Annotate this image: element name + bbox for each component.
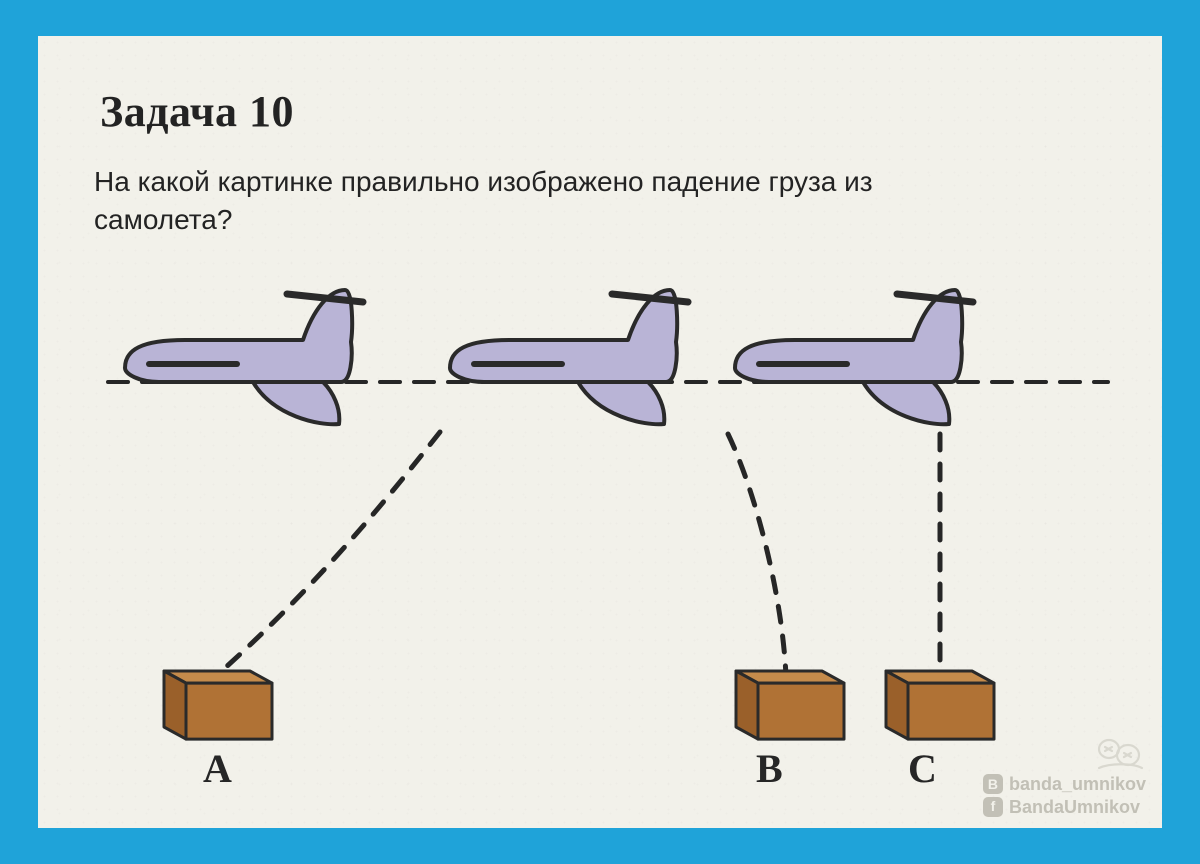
trajectory-diagram: A B C [38, 36, 1162, 828]
trajectory-a [216, 432, 440, 676]
option-label-c: C [908, 746, 937, 791]
vk-icon: В [983, 774, 1003, 794]
cargo-box [886, 671, 994, 739]
fb-icon: f [983, 797, 1003, 817]
credit-vk-text: banda_umnikov [1009, 773, 1146, 796]
card-question: На какой картинке правильно изображено п… [94, 163, 1014, 239]
credit-vk: В banda_umnikov [983, 773, 1146, 796]
cargo-box [164, 671, 272, 739]
logo-doodle-icon [1092, 735, 1146, 771]
option-label-b: B [756, 746, 783, 791]
quiz-card: Задача 10 На какой картинке правильно из… [38, 36, 1162, 828]
option-label-a: A [203, 746, 232, 791]
plane-icon [450, 290, 688, 424]
plane-icon [125, 290, 363, 424]
credits-block: В banda_umnikov f BandaUmnikov [983, 735, 1146, 818]
plane-icon [735, 290, 973, 424]
credit-fb-text: BandaUmnikov [1009, 796, 1140, 819]
credit-fb: f BandaUmnikov [983, 796, 1146, 819]
cargo-box [736, 671, 844, 739]
trajectory-b [728, 434, 786, 676]
card-title: Задача 10 [100, 86, 1106, 137]
outer-frame: Задача 10 На какой картинке правильно из… [0, 0, 1200, 864]
